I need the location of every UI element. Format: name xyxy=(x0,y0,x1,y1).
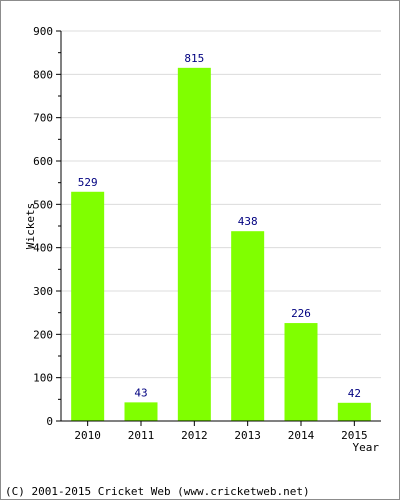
bar-2015 xyxy=(337,402,371,421)
y-tick-label: 300 xyxy=(33,285,53,298)
x-tick-label: 2010 xyxy=(74,429,101,442)
bar-2013 xyxy=(231,231,265,421)
bars xyxy=(71,67,371,421)
y-tick-label: 100 xyxy=(33,372,53,385)
x-tick-label: 2013 xyxy=(234,429,261,442)
y-tick-label: 900 xyxy=(33,25,53,38)
y-ticks: 0 100 200 300 400 500 600 700 800 900 xyxy=(33,25,61,428)
y-tick-label: 500 xyxy=(33,198,53,211)
value-labels: 529 43 815 438 226 42 xyxy=(78,52,361,400)
grid-lines xyxy=(61,30,381,379)
x-tick-label: 2015 xyxy=(341,429,368,442)
value-label: 529 xyxy=(78,176,98,189)
bar-2010 xyxy=(71,191,105,421)
bar-2014 xyxy=(284,323,318,421)
value-label: 226 xyxy=(291,307,311,320)
x-ticks: 2010 2011 2012 2013 2014 2015 xyxy=(74,421,368,442)
y-axis-title: Wickets xyxy=(24,203,37,249)
y-tick-label: 800 xyxy=(33,68,53,81)
y-tick-label: 700 xyxy=(33,112,53,125)
value-label: 815 xyxy=(184,52,204,65)
y-tick-label: 600 xyxy=(33,155,53,168)
x-tick-label: 2011 xyxy=(128,429,155,442)
value-label: 438 xyxy=(238,215,258,228)
copyright-footer: (C) 2001-2015 Cricket Web (www.cricketwe… xyxy=(5,485,310,498)
x-axis-title: Year xyxy=(353,441,380,454)
axes xyxy=(60,31,381,422)
y-tick-label: 400 xyxy=(33,242,53,255)
x-tick-label: 2014 xyxy=(288,429,315,442)
y-tick-label: 200 xyxy=(33,328,53,341)
x-tick-label: 2012 xyxy=(181,429,208,442)
bar-2011 xyxy=(124,402,158,421)
value-label: 42 xyxy=(348,387,361,400)
bar-2012 xyxy=(177,67,211,421)
y-tick-label: 0 xyxy=(46,415,53,428)
value-label: 43 xyxy=(134,386,147,399)
